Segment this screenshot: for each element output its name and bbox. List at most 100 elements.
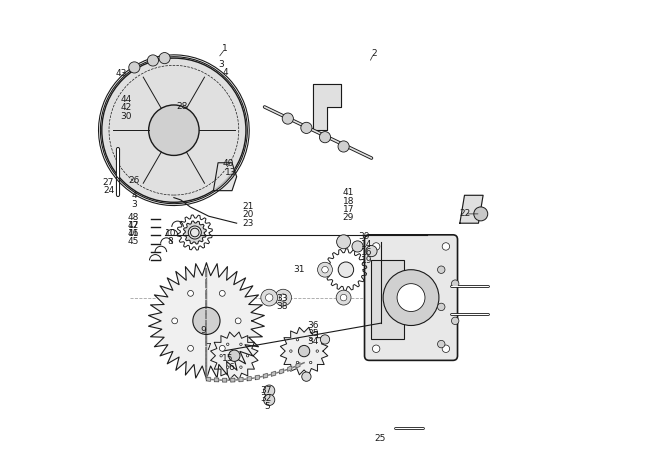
Circle shape <box>246 354 249 357</box>
Circle shape <box>129 62 140 73</box>
Text: 32: 32 <box>260 394 272 403</box>
Polygon shape <box>313 84 341 130</box>
Polygon shape <box>149 263 265 379</box>
Text: 27: 27 <box>102 178 114 187</box>
Polygon shape <box>177 215 213 250</box>
Polygon shape <box>211 332 258 379</box>
Polygon shape <box>247 377 251 381</box>
Polygon shape <box>213 163 237 191</box>
Circle shape <box>264 385 275 396</box>
Circle shape <box>372 243 380 250</box>
Text: 4: 4 <box>131 191 137 200</box>
Polygon shape <box>255 375 259 379</box>
Polygon shape <box>214 378 218 382</box>
Polygon shape <box>280 369 284 374</box>
Circle shape <box>159 53 170 64</box>
Circle shape <box>341 294 347 301</box>
Text: 5: 5 <box>264 402 270 412</box>
Polygon shape <box>272 372 276 376</box>
Text: 18: 18 <box>343 197 354 206</box>
Circle shape <box>226 343 229 345</box>
Text: 39: 39 <box>358 232 369 241</box>
Text: 3: 3 <box>131 200 137 209</box>
Text: 30: 30 <box>120 112 132 121</box>
Text: 4: 4 <box>222 68 228 77</box>
Circle shape <box>261 289 278 306</box>
Text: 19: 19 <box>361 256 372 265</box>
Circle shape <box>220 291 225 296</box>
Text: 2: 2 <box>371 49 376 58</box>
Text: 12: 12 <box>128 221 139 230</box>
Text: 8: 8 <box>168 237 174 246</box>
Circle shape <box>188 291 194 296</box>
Circle shape <box>338 262 354 278</box>
Text: 37: 37 <box>260 386 272 395</box>
Text: 15: 15 <box>222 354 233 364</box>
Circle shape <box>280 294 287 301</box>
Circle shape <box>282 113 293 124</box>
Circle shape <box>302 372 311 381</box>
Circle shape <box>309 339 312 341</box>
Polygon shape <box>223 379 227 382</box>
Text: 10: 10 <box>165 229 176 238</box>
Text: 24: 24 <box>103 186 114 195</box>
Polygon shape <box>207 377 211 381</box>
Circle shape <box>383 270 439 326</box>
Text: 43: 43 <box>116 69 127 78</box>
Text: 38: 38 <box>276 302 288 312</box>
Circle shape <box>265 294 273 301</box>
Circle shape <box>193 307 220 334</box>
Circle shape <box>290 350 292 352</box>
Text: 25: 25 <box>374 433 385 443</box>
Text: 44: 44 <box>120 95 131 105</box>
Text: 11: 11 <box>127 229 139 238</box>
Text: 16: 16 <box>361 247 372 257</box>
Circle shape <box>397 284 425 312</box>
Text: 40: 40 <box>223 159 235 168</box>
Text: 47: 47 <box>128 221 139 230</box>
Text: 46: 46 <box>128 229 139 238</box>
Text: 9: 9 <box>200 326 206 335</box>
Circle shape <box>442 345 450 352</box>
Circle shape <box>298 345 310 357</box>
Circle shape <box>372 345 380 352</box>
Circle shape <box>437 266 445 273</box>
Circle shape <box>320 335 330 344</box>
Circle shape <box>319 132 331 143</box>
Text: 7: 7 <box>205 343 211 352</box>
Polygon shape <box>183 221 206 244</box>
Text: 42: 42 <box>120 103 131 113</box>
Text: 17: 17 <box>343 205 354 214</box>
Circle shape <box>240 366 242 368</box>
Circle shape <box>226 366 229 368</box>
Circle shape <box>318 262 332 277</box>
Text: 20: 20 <box>242 210 254 219</box>
Polygon shape <box>280 327 328 375</box>
Text: 1: 1 <box>222 44 228 53</box>
Circle shape <box>296 361 299 364</box>
Circle shape <box>190 228 199 237</box>
Circle shape <box>188 226 202 239</box>
Text: 22: 22 <box>459 209 470 219</box>
Text: 13: 13 <box>226 167 237 177</box>
Text: 35: 35 <box>307 329 319 339</box>
Circle shape <box>442 243 450 250</box>
Bar <box>372 260 404 339</box>
Polygon shape <box>460 195 483 223</box>
Polygon shape <box>325 249 367 291</box>
Text: 31: 31 <box>294 265 306 274</box>
Text: 6: 6 <box>228 363 234 372</box>
Circle shape <box>366 246 377 257</box>
Circle shape <box>229 350 240 361</box>
Text: 33: 33 <box>276 294 288 303</box>
Circle shape <box>352 241 363 252</box>
Text: 48: 48 <box>128 213 139 222</box>
Circle shape <box>309 361 312 364</box>
Text: 41: 41 <box>343 188 354 198</box>
Circle shape <box>220 354 222 357</box>
Circle shape <box>149 105 199 155</box>
Text: 29: 29 <box>343 213 354 222</box>
Polygon shape <box>231 378 235 382</box>
Circle shape <box>337 235 350 249</box>
Polygon shape <box>288 366 292 371</box>
